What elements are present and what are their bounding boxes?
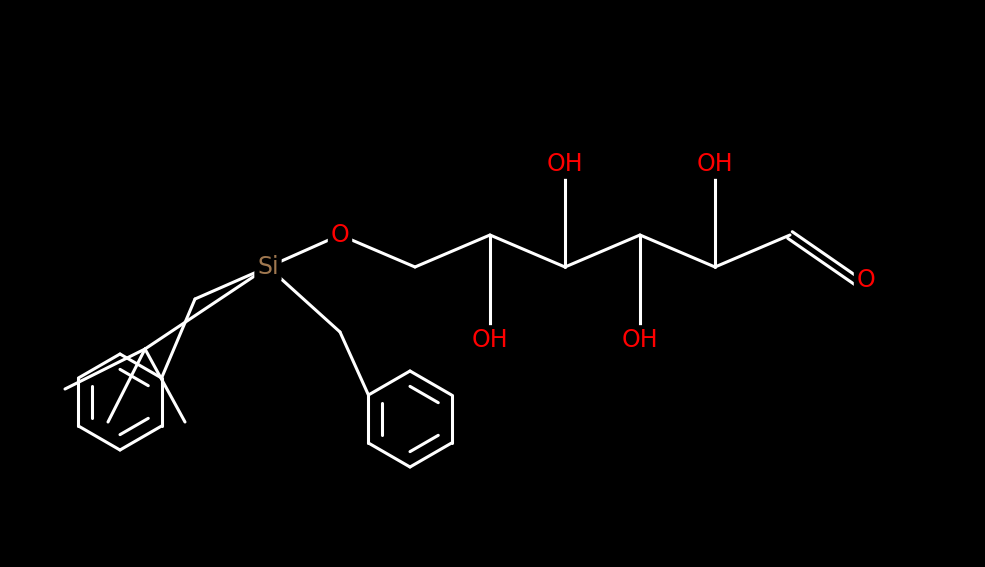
Text: OH: OH — [622, 328, 658, 352]
Text: OH: OH — [547, 152, 583, 176]
Text: O: O — [331, 223, 350, 247]
Text: OH: OH — [472, 328, 508, 352]
Text: Si: Si — [257, 255, 279, 279]
Text: O: O — [857, 268, 876, 292]
Text: OH: OH — [696, 152, 733, 176]
